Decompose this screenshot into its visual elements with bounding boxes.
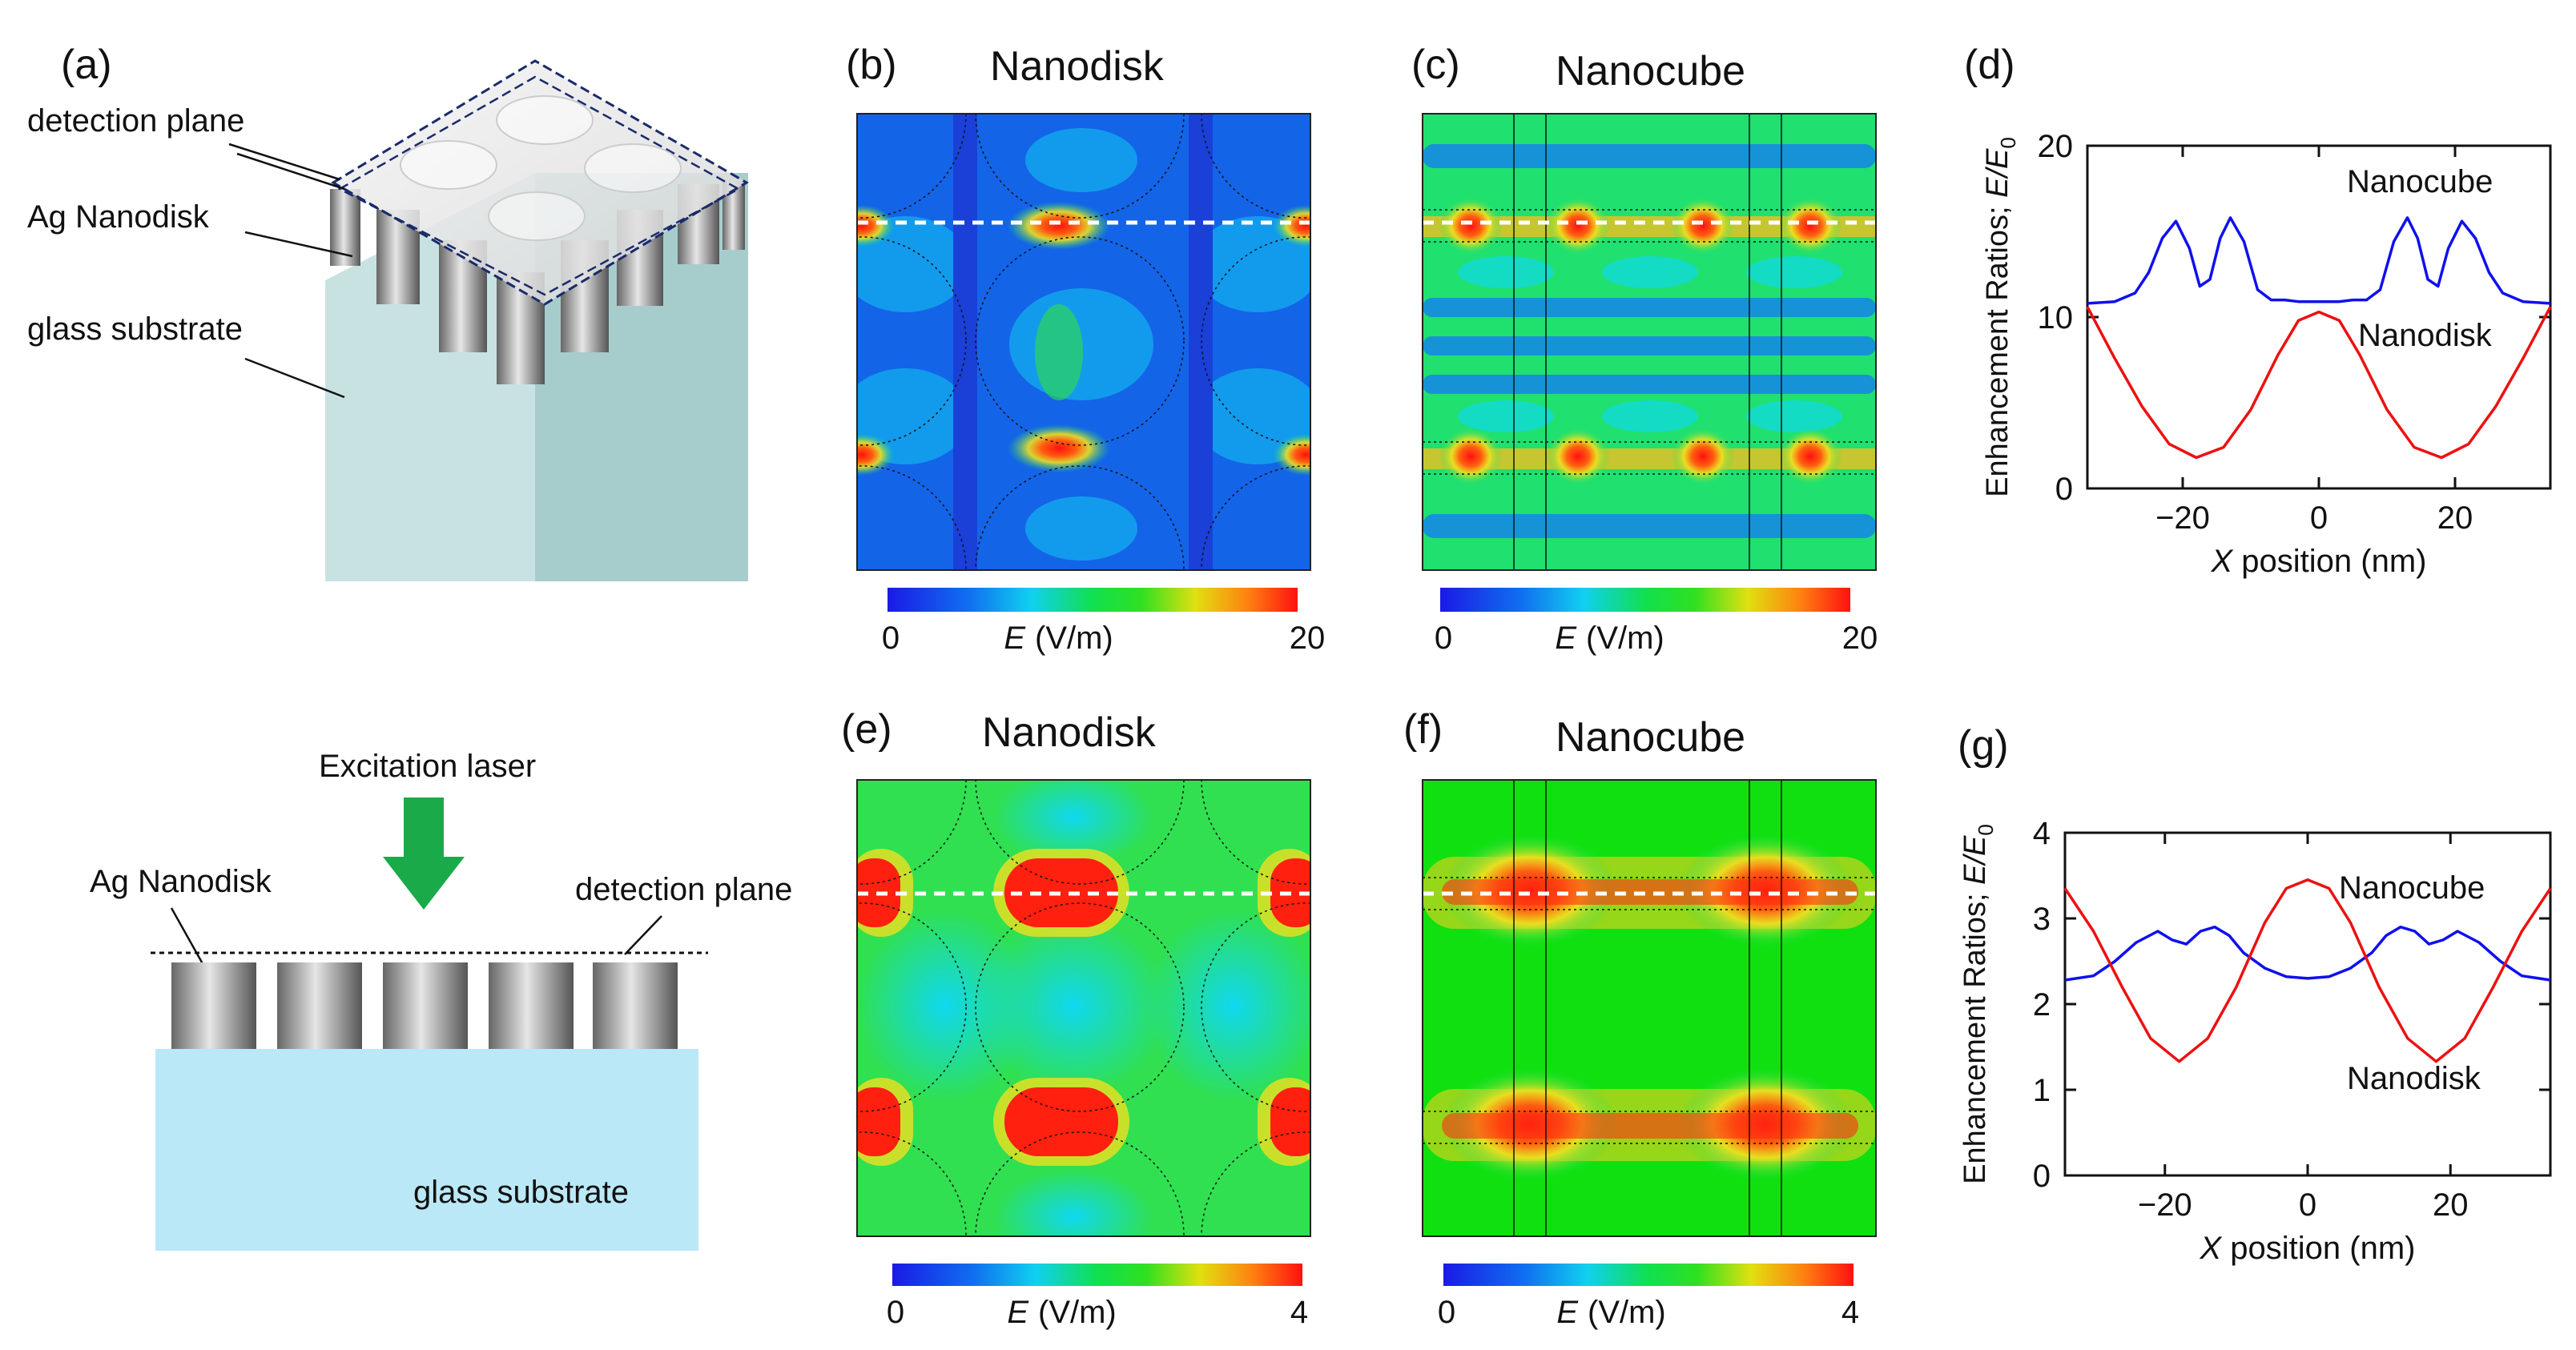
panel-c: (c) Nanocube: [1411, 42, 1878, 656]
x-axis-label: X position (nm): [2211, 544, 2427, 579]
cbar-label-b: (V/m): [1035, 621, 1113, 656]
series-label-nanodisk: Nanodisk: [2358, 318, 2493, 353]
field-map-b: [857, 114, 1310, 570]
y-tick-label: 4: [2033, 816, 2051, 851]
detection-plane-3d: [331, 59, 749, 306]
colorbar-f: [1443, 1264, 1854, 1286]
label-ag-nanodisk-3d: Ag Nanodisk: [27, 199, 210, 235]
map-title-b: Nanodisk: [990, 43, 1165, 90]
series-line-nanocube: [2064, 925, 2551, 982]
cbar-min-c: 0: [1435, 621, 1452, 656]
series-line-nanocube: [2087, 216, 2551, 305]
series-line-nanodisk: [2086, 306, 2552, 460]
panel-b: (b) Nanodisk: [846, 42, 1326, 656]
panel-label-e: (e): [841, 706, 892, 753]
y-tick-label: 2: [2033, 987, 2051, 1023]
series-label-nanocube: Nanocube: [2347, 164, 2493, 199]
panel-label-c: (c): [1411, 42, 1460, 88]
cbar-symbol-c: E: [1555, 621, 1577, 656]
cbar-max-c: 20: [1842, 621, 1878, 656]
cbar-min-e: 0: [887, 1295, 904, 1330]
y-tick-label: 1: [2033, 1073, 2051, 1108]
x-axis-label: X position (nm): [2200, 1231, 2416, 1266]
panel-f: (f) Nanocube: [1403, 706, 1877, 1330]
label-detection-plane-3d: detection plane: [27, 103, 244, 139]
panel-label-a: (a): [61, 42, 112, 88]
panel-label-b: (b): [846, 42, 897, 88]
series-label-nanocube: Nanocube: [2339, 870, 2485, 906]
label-excitation-laser: Excitation laser: [319, 749, 536, 784]
panel-label-g: (g): [1958, 722, 2009, 769]
field-map-c: [1423, 114, 1876, 570]
chart-g: −20 0 20 0 1 2 3 4 X position (nm) Enhancement Ra…: [1958, 816, 2552, 1266]
cbar-label-f: (V/m): [1588, 1295, 1666, 1330]
glass-substrate-2d: [155, 1049, 698, 1251]
colorbar-e: [892, 1264, 1302, 1286]
colorbar-b: [888, 588, 1298, 612]
label-glass-substrate-2d: glass substrate: [413, 1175, 629, 1210]
cbar-label-e: (V/m): [1038, 1295, 1117, 1330]
cbar-max-b: 20: [1290, 621, 1326, 656]
series-label-nanodisk: Nanodisk: [2347, 1061, 2481, 1096]
panel-label-f: (f): [1403, 706, 1443, 753]
cbar-min-f: 0: [1438, 1295, 1455, 1330]
cbar-max-f: 4: [1841, 1295, 1859, 1330]
colorbar-c: [1440, 588, 1850, 612]
field-map-f: [1423, 780, 1876, 1236]
y-axis-label: Enhancement Ratios; E/E0: [1958, 824, 1998, 1184]
x-tick-label: 20: [2433, 1187, 2469, 1223]
y-tick-label: 3: [2033, 902, 2051, 937]
x-tick-label: 0: [2299, 1187, 2316, 1223]
y-axis-label: Enhancement Ratios; E/E0: [1981, 137, 2020, 497]
cbar-label-c: (V/m): [1586, 621, 1664, 656]
y-tick-label: 0: [2055, 472, 2073, 507]
nanodisk-array-2d: [171, 962, 678, 1049]
label-ag-nanodisk-2d: Ag Nanodisk: [90, 864, 272, 899]
cbar-symbol-b: E: [1004, 621, 1026, 656]
series-line-nanodisk: [2063, 878, 2552, 1063]
field-map-e: [857, 780, 1310, 1236]
cbar-max-e: 4: [1290, 1295, 1308, 1330]
panel-label-d: (d): [1964, 42, 2015, 88]
x-tick-label: 20: [2437, 500, 2473, 536]
cbar-symbol-f: E: [1556, 1295, 1579, 1330]
panel-a: (a) detection plane Ag Nanodisk: [27, 42, 749, 581]
panel-e: (e) Nanodisk: [841, 706, 1311, 1330]
x-tick-label: 0: [2310, 500, 2328, 536]
y-tick-label: 0: [2033, 1159, 2051, 1194]
chart-d: −20 0 20 0 10 20 X position (nm) Enhancement Ra…: [1981, 129, 2552, 579]
map-title-e: Nanodisk: [982, 709, 1157, 756]
map-title-c: Nanocube: [1556, 48, 1745, 94]
panel-a-cross-section: Excitation laser Ag Nanodisk detection p…: [90, 749, 792, 1251]
label-detection-plane-2d: detection plane: [575, 872, 792, 907]
y-tick-label: 20: [2038, 129, 2074, 164]
cbar-min-b: 0: [882, 621, 900, 656]
cbar-symbol-e: E: [1007, 1295, 1029, 1330]
x-tick-label: −20: [2155, 500, 2210, 536]
y-tick-label: 10: [2038, 300, 2074, 335]
label-glass-substrate-3d: glass substrate: [27, 311, 243, 347]
map-title-f: Nanocube: [1556, 714, 1745, 761]
laser-arrow-icon: [383, 798, 465, 910]
x-tick-label: −20: [2138, 1187, 2192, 1223]
